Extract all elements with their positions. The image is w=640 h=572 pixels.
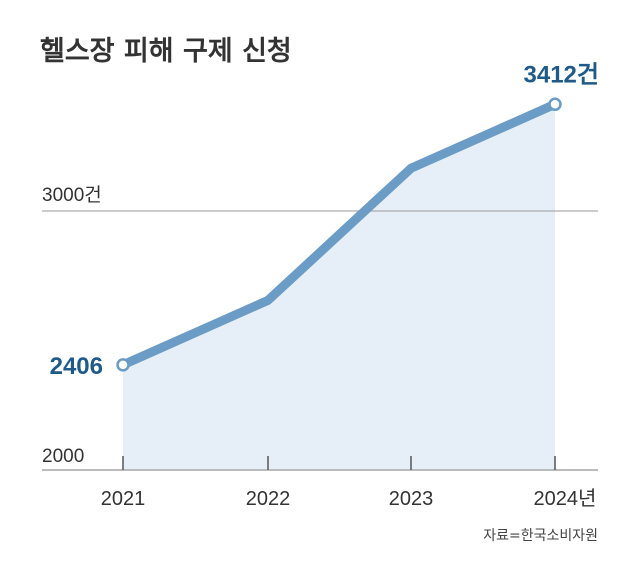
area-fill <box>123 104 555 471</box>
data-point <box>116 358 130 372</box>
series-line <box>118 99 560 370</box>
data-label: 3412건 <box>524 61 599 88</box>
x-tick-label: 2023 <box>389 488 434 510</box>
x-tick-label: 2022 <box>246 488 291 510</box>
chart-title: 헬스장 피해 구제 신청 <box>40 36 292 67</box>
y-tick-label: 2000 <box>42 446 84 467</box>
y-tick-label: 3000건 <box>42 184 102 206</box>
data-label: 2406 <box>50 353 103 380</box>
x-tick-label: 2024년 <box>534 487 597 510</box>
data-point <box>548 97 562 112</box>
source-note: 자료=한국소비자원 <box>483 528 598 544</box>
x-tick-label: 2021 <box>101 488 146 510</box>
